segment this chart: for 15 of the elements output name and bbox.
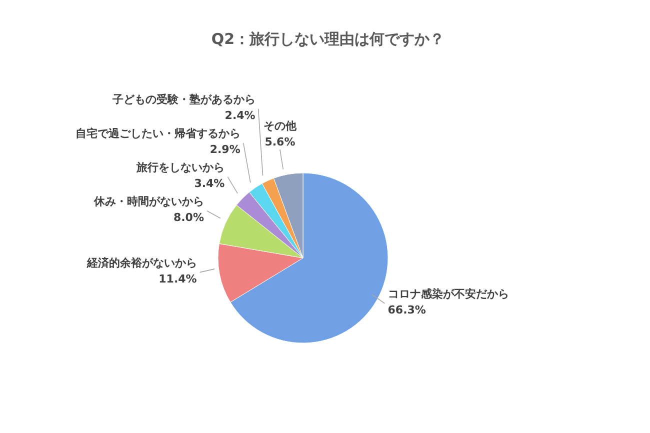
data-label: 5.6% xyxy=(264,136,296,149)
slice-label: コロナ感染が不安だから xyxy=(388,287,509,300)
data-label: 11.4% xyxy=(158,272,197,286)
chart-title: Q2：旅行しない理由は何ですか？ xyxy=(210,30,446,49)
data-label: 3.4% xyxy=(194,176,225,190)
slice-label: 経済的余裕がないから xyxy=(86,256,197,270)
data-label: 2.4% xyxy=(224,108,256,122)
slice-label: 休み・時間がないから xyxy=(92,194,204,208)
data-label: 66.3% xyxy=(388,303,426,316)
data-label: 8.0% xyxy=(173,210,204,224)
slice-label: 子どもの受験・塾があるから xyxy=(111,92,256,106)
slice-label: 自宅で過ごしたい・帰省するから xyxy=(75,126,240,140)
data-label: 2.9% xyxy=(210,142,240,156)
slice-label: その他 xyxy=(263,120,298,133)
slice-label: 旅行をしないから xyxy=(136,160,225,174)
